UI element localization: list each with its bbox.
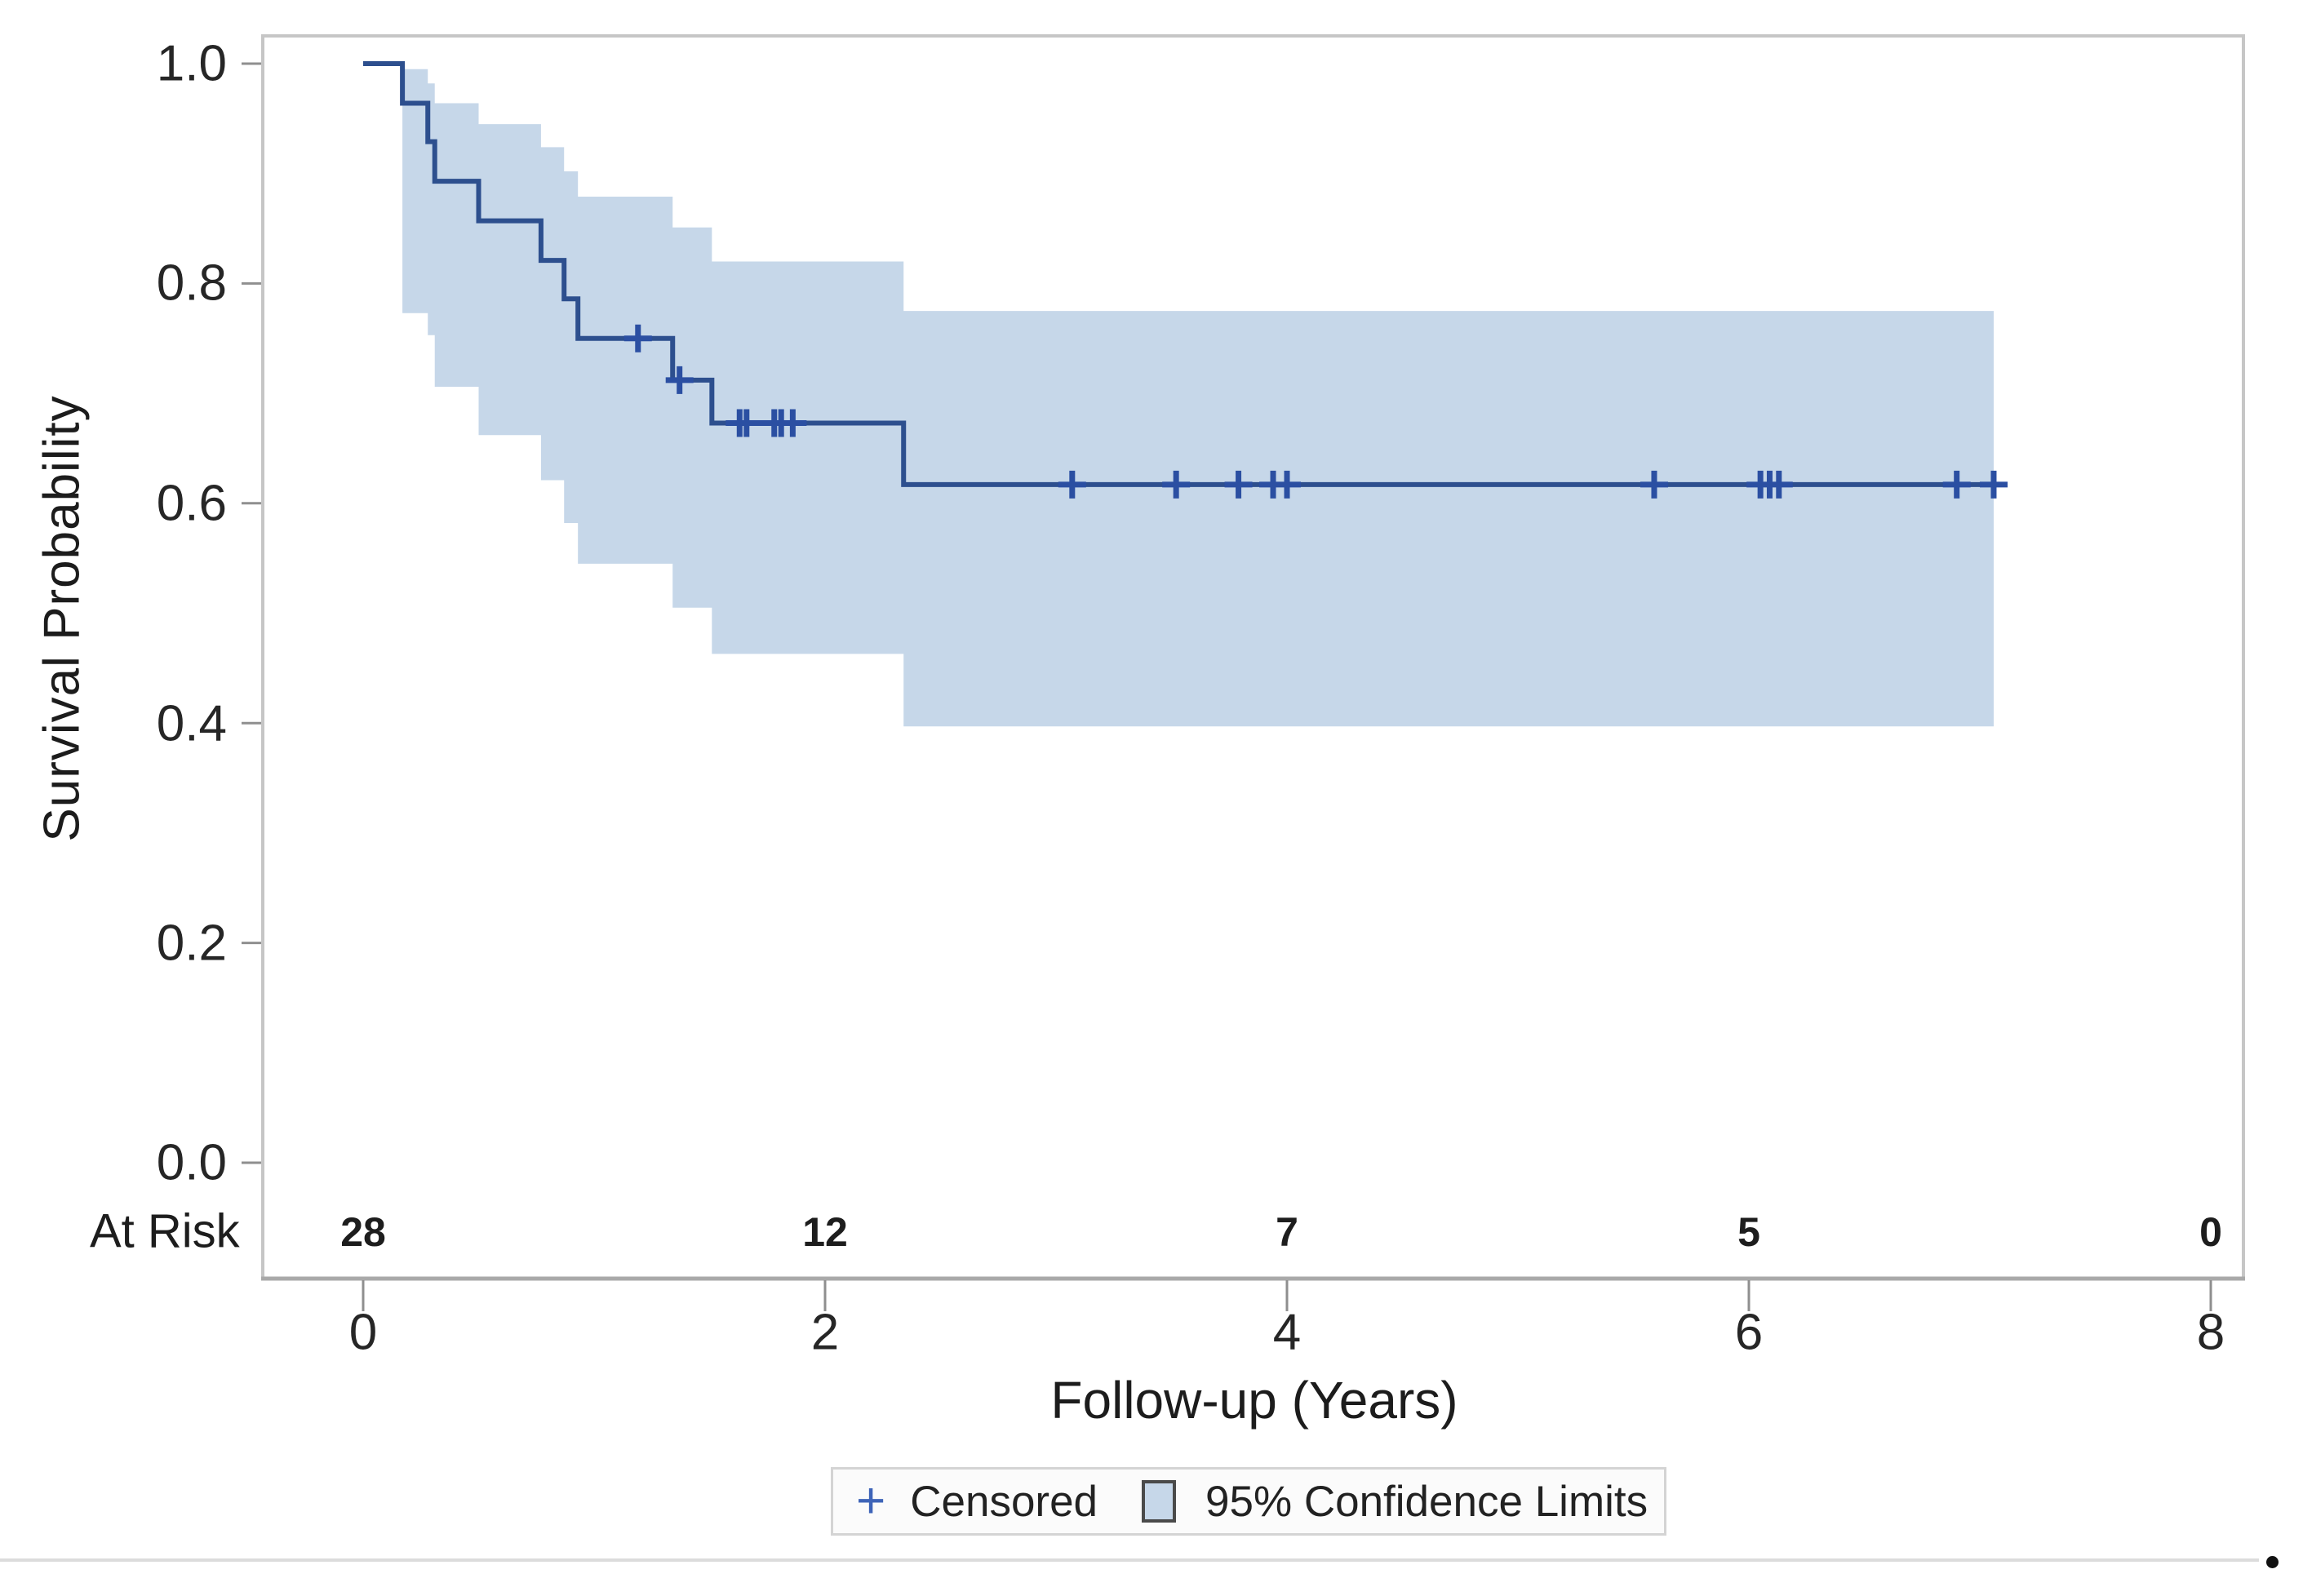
y-tick-label: 0.6: [156, 475, 227, 532]
ci-band-area: [402, 69, 1994, 727]
legend-censored-label: Censored: [910, 1477, 1098, 1526]
y-tick-label: 0.8: [156, 255, 227, 312]
at-risk-count: 7: [1276, 1209, 1298, 1255]
x-tick-label: 0: [348, 1304, 378, 1361]
censored-plus-icon: +: [856, 1473, 886, 1529]
at-risk-count: 12: [802, 1209, 848, 1255]
x-tick-label: 8: [2196, 1304, 2225, 1361]
at-risk-count: 5: [1737, 1209, 1760, 1255]
y-axis-title: Survival Probability: [33, 395, 91, 842]
x-tick-label: 4: [1272, 1304, 1302, 1361]
x-tick-label: 6: [1734, 1304, 1764, 1361]
at-risk-count: 28: [340, 1209, 386, 1255]
chart-legend: + Censored 95% Confidence Limits: [831, 1467, 1666, 1536]
y-tick-label: 1.0: [156, 35, 227, 92]
survival-step-curve: [363, 61, 2008, 487]
y-tick-label: 0.0: [156, 1134, 227, 1191]
y-tick-label: 0.2: [156, 915, 227, 972]
x-axis-title: Follow-up (Years): [1050, 1371, 1458, 1430]
corner-dot: [2266, 1556, 2279, 1568]
ci-band-swatch-icon: [1142, 1480, 1177, 1523]
at-risk-count: 0: [2199, 1209, 2222, 1255]
bottom-separator-line: [0, 1558, 2259, 1562]
at-risk-row-label: At Risk: [90, 1204, 240, 1258]
y-tick-label: 0.4: [156, 695, 227, 752]
legend-ci-label: 95% Confidence Limits: [1205, 1477, 1648, 1526]
x-tick-label: 2: [810, 1304, 840, 1361]
censor-marks: [623, 324, 2008, 499]
